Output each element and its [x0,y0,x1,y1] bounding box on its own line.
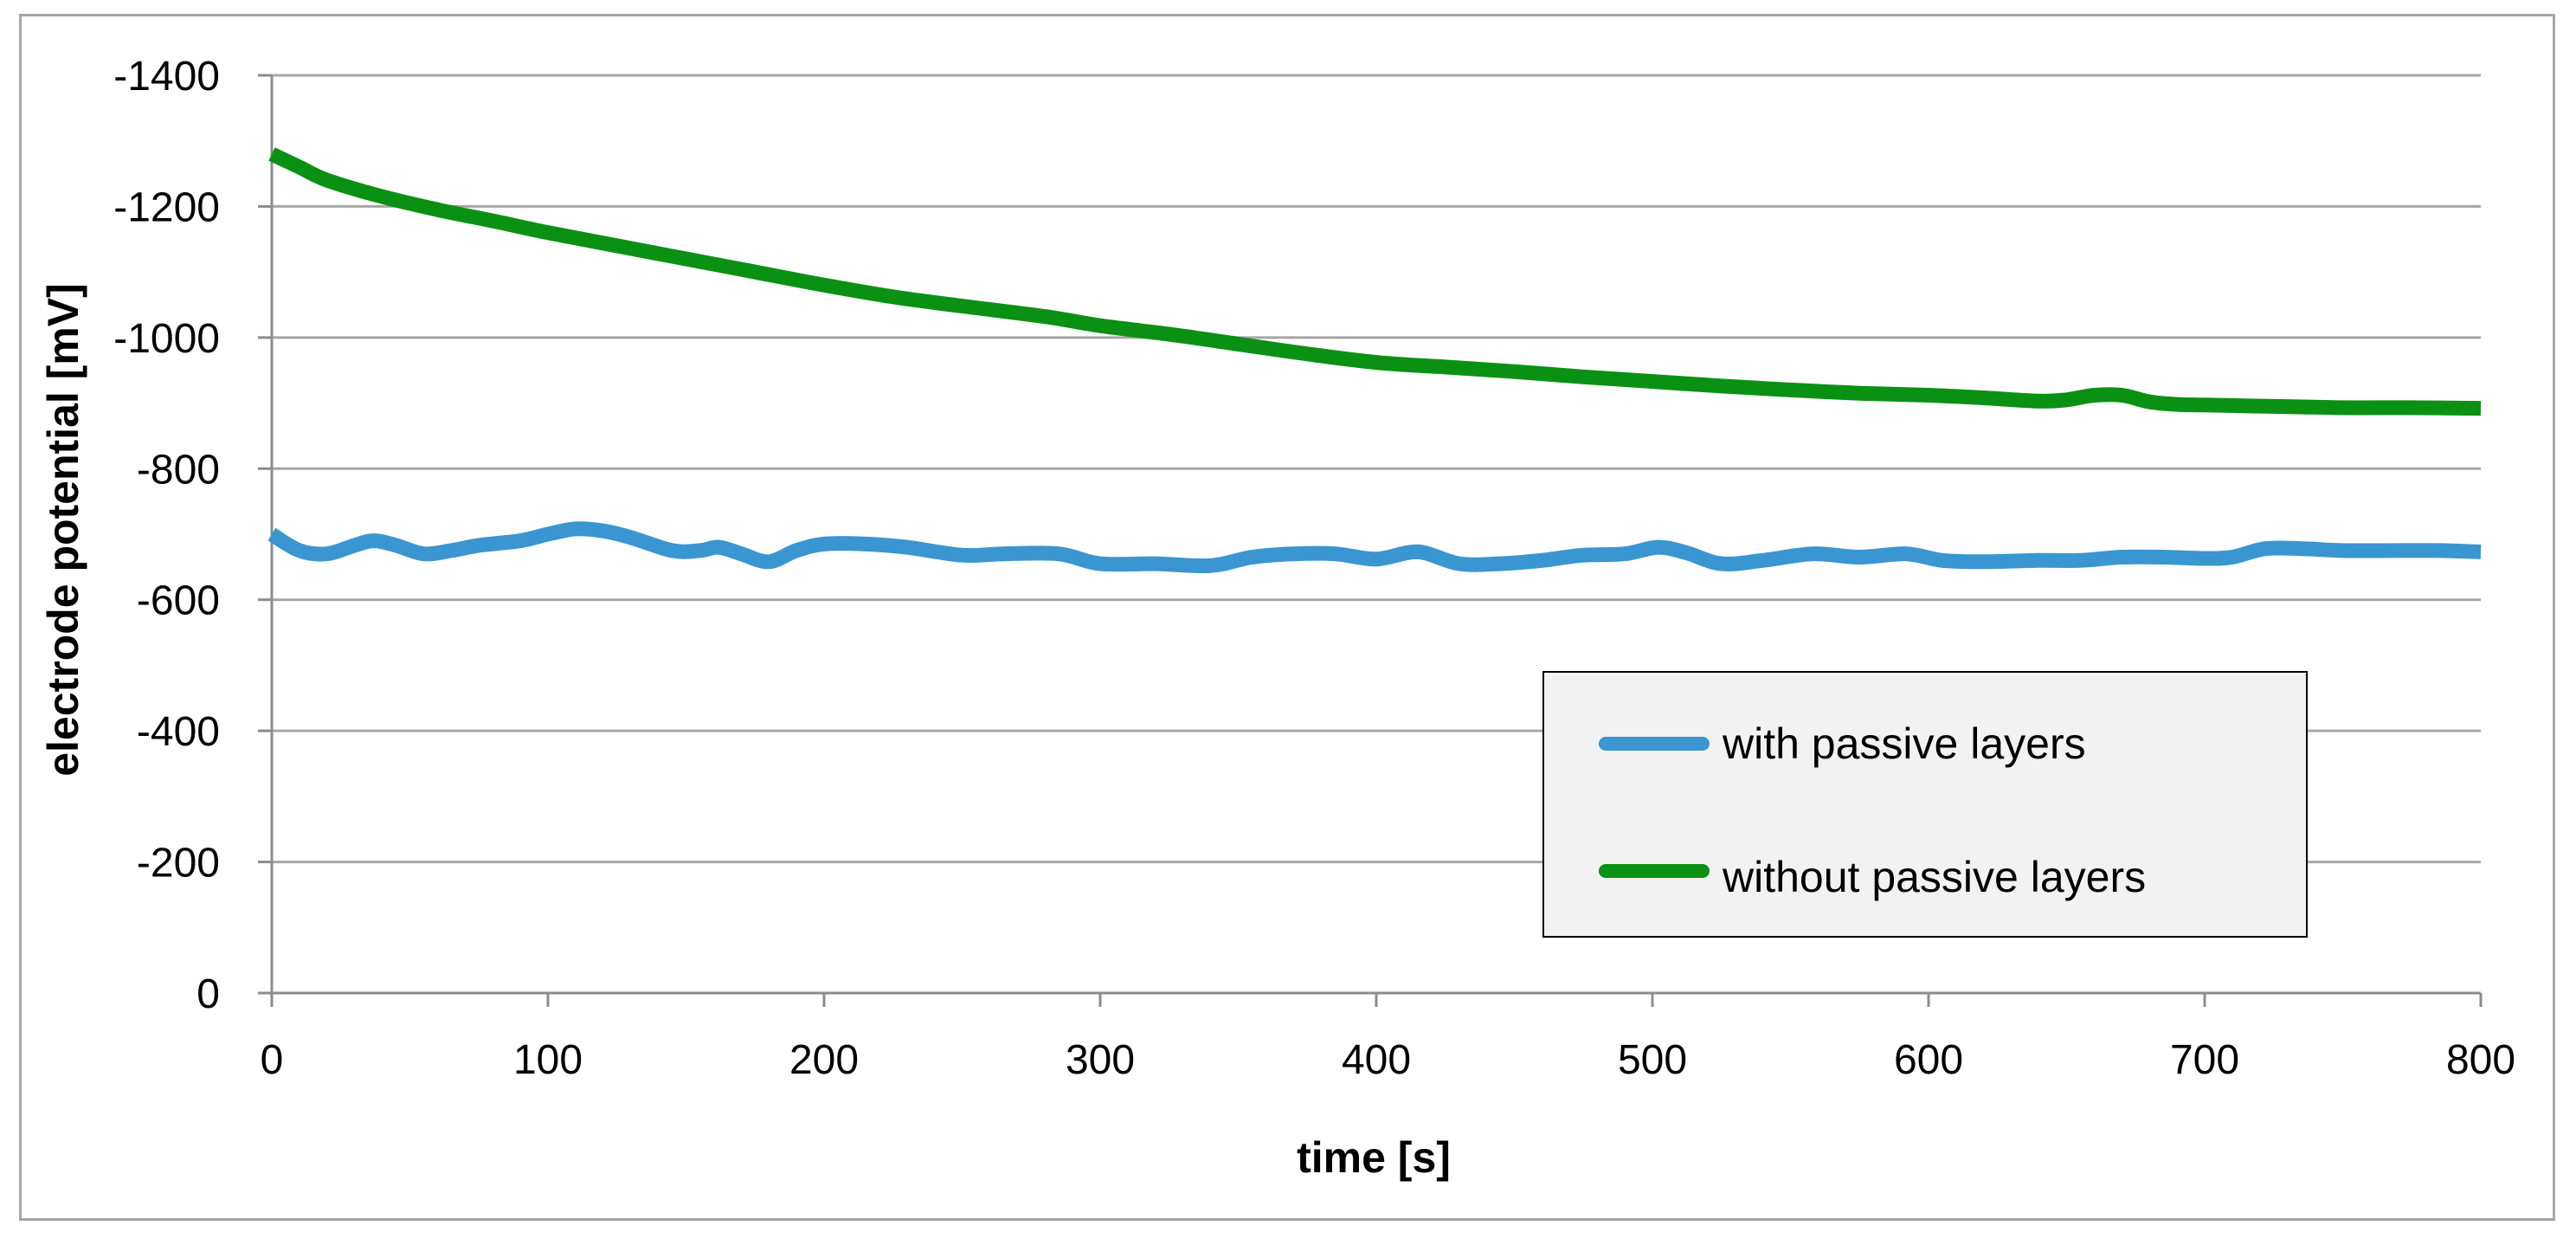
x-tick-label: 500 [1618,1037,1687,1083]
x-axis-title: time [s] [1297,1133,1451,1182]
y-tick-label: -1200 [113,184,220,230]
x-tick-label: 300 [1066,1037,1135,1083]
y-tick-label: -400 [137,709,220,755]
y-tick-label: -200 [137,841,220,887]
series-line-without-passive-layers [268,147,2482,416]
x-tick-label: 100 [513,1037,583,1083]
y-tick-label: -600 [137,578,220,624]
x-tick-labels: 0 100 200 300 400 500 600 700 800 [261,1037,2515,1083]
x-tick-label: 200 [789,1037,859,1083]
y-tick-labels: 0 -200 -400 -600 -800 -1000 -1200 -1400 [113,54,220,1017]
series-lines [267,147,2482,574]
x-tick-label: 0 [261,1037,284,1083]
x-tick-label: 400 [1342,1037,1411,1083]
y-tick-label: -1400 [113,54,220,100]
x-tick-label: 700 [2170,1037,2239,1083]
y-tick-label: -1000 [113,316,220,362]
legend: with passive layers without passive laye… [1542,671,2308,938]
y-axis-title: electrode potential [mV] [39,283,87,777]
legend-label-with-passive-layers: with passive layers [1722,719,2086,768]
legend-label-without-passive-layers: without passive layers [1722,853,2146,901]
x-tick-label: 600 [1894,1037,1963,1083]
y-tick-label: -800 [137,447,220,493]
x-tick-label: 800 [2446,1037,2515,1083]
series-line-with-passive-layers [267,521,2482,574]
y-tick-label: 0 [196,971,220,1017]
legend-box [1542,671,2308,938]
